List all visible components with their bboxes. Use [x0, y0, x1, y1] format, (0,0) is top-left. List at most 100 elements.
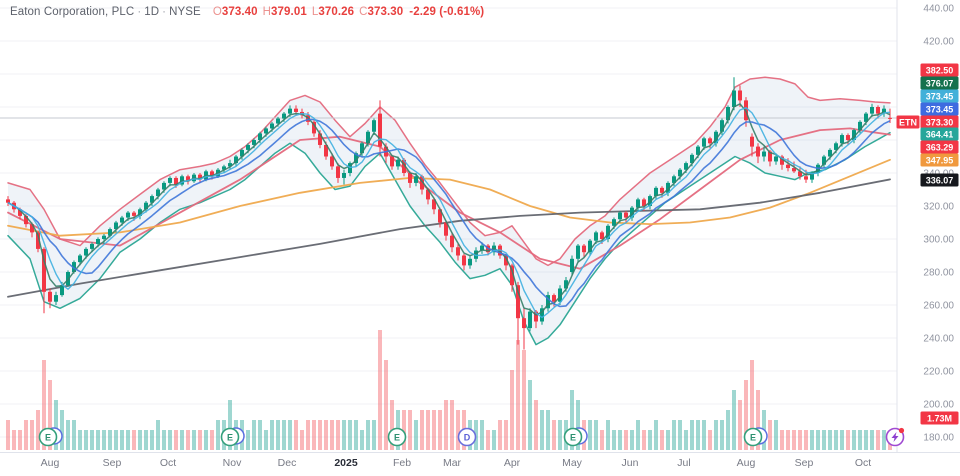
candle-body: [372, 120, 376, 132]
earnings-badge[interactable]: E: [743, 427, 768, 447]
volume-bar: [210, 430, 214, 450]
volume-bar: [426, 410, 430, 450]
candle-body: [396, 159, 400, 167]
time-tick-label: Oct: [160, 457, 176, 469]
bollinger-fill: [8, 77, 890, 345]
legend-separator: ·: [162, 6, 167, 18]
symbol-title[interactable]: Eaton Corporation, PLC: [10, 6, 135, 18]
volume-bar: [300, 430, 304, 450]
volume-bar: [720, 420, 724, 450]
candle-body: [768, 151, 772, 162]
volume-bar: [636, 420, 640, 450]
ma-orange-label-bg: [920, 153, 959, 167]
candle-body: [858, 121, 862, 131]
volume-bar: [30, 420, 34, 450]
candle-body: [258, 133, 262, 140]
dividend-badge[interactable]: D: [457, 427, 477, 447]
bb-lower-teal-line: [7, 131, 891, 346]
volume-bar: [72, 420, 76, 450]
volume-bar: [198, 430, 202, 450]
candle-body: [732, 90, 736, 107]
candle-body: [336, 166, 340, 178]
candle-body: [168, 177, 172, 183]
volume-bar: [504, 420, 508, 450]
candle-body: [600, 232, 604, 239]
candle-body: [576, 245, 580, 259]
time-axis[interactable]: Aug Sep Oct Nov Dec 2025 Feb Mar Apr May Jun Jul Aug…: [0, 452, 960, 476]
low-label: L: [311, 6, 319, 18]
candle-body: [726, 107, 730, 121]
volume-bar: [312, 420, 316, 450]
candle-body: [252, 140, 256, 145]
volume-bar: [84, 430, 88, 450]
candle-body: [288, 108, 292, 114]
volume-bar: [282, 420, 286, 450]
timeframe[interactable]: 1D: [144, 6, 160, 18]
time-tick-label: Nov: [223, 457, 242, 469]
earnings-circle: [387, 427, 407, 447]
volume-bar: [570, 390, 574, 450]
volume-bar: [744, 380, 748, 450]
volume-bar: [798, 430, 802, 450]
ticker-tag-bg: [896, 115, 920, 129]
earnings-badge[interactable]: E: [220, 427, 245, 447]
volume-bar: [684, 430, 688, 450]
ticker-tag: ETN: [896, 115, 920, 129]
notification-dot: [898, 427, 905, 434]
ema-fast-darkgreen-line: [7, 103, 891, 316]
candle-body: [234, 156, 238, 164]
volume-bar: [450, 400, 454, 450]
volume-bar: [618, 430, 622, 450]
volume-bar: [438, 410, 442, 450]
volume-bar: [66, 420, 70, 450]
instant-trading-badge[interactable]: [885, 427, 905, 447]
volume-value-label-text: 1.73M: [927, 413, 952, 423]
volume-bar: [534, 400, 538, 450]
price-tick-label: 220.00: [923, 367, 954, 378]
last-price-label-text: 373.30: [926, 117, 954, 127]
last-price-label: 373.30: [920, 115, 959, 129]
candle-body: [666, 182, 670, 193]
volume-bar: [456, 410, 460, 450]
volume-bar: [336, 420, 340, 450]
earnings-badge[interactable]: E: [38, 427, 63, 447]
volume-bar: [714, 420, 718, 450]
candle-body: [684, 163, 688, 170]
volume-bar: [192, 430, 196, 450]
price-tick-label: 420.00: [923, 37, 954, 48]
volume-bar: [846, 430, 850, 450]
candle-body: [114, 222, 118, 230]
volume-bar: [834, 430, 838, 450]
candle-body: [84, 248, 88, 256]
earnings-badge[interactable]: E: [387, 427, 407, 447]
volume-bar: [390, 400, 394, 450]
candle-body: [636, 199, 640, 208]
candle-body: [798, 171, 802, 177]
candle-body: [42, 248, 46, 292]
volume-bar: [360, 430, 364, 450]
time-tick-label: Dec: [278, 457, 297, 469]
candle-body: [690, 154, 694, 164]
bb-upper-pink-line: [7, 76, 891, 267]
volume-bar: [876, 430, 880, 450]
candle-body: [780, 156, 784, 165]
candle-body: [462, 255, 466, 266]
candle-body: [594, 232, 598, 241]
candle-body: [150, 196, 154, 203]
ma-mid-pink-line: [7, 127, 891, 270]
candle-body: [510, 265, 514, 286]
volume-bar: [6, 420, 10, 450]
earnings-badge[interactable]: E: [563, 427, 588, 447]
volume-bar: [264, 430, 268, 450]
volume-bar: [738, 400, 742, 450]
volume-bar: [510, 370, 514, 450]
earnings-circle: [220, 427, 240, 447]
volume-bar: [288, 420, 292, 450]
candle-body: [474, 250, 478, 259]
candle-body: [264, 128, 268, 134]
volume-bar: [732, 390, 736, 450]
volume-bar: [42, 360, 46, 450]
